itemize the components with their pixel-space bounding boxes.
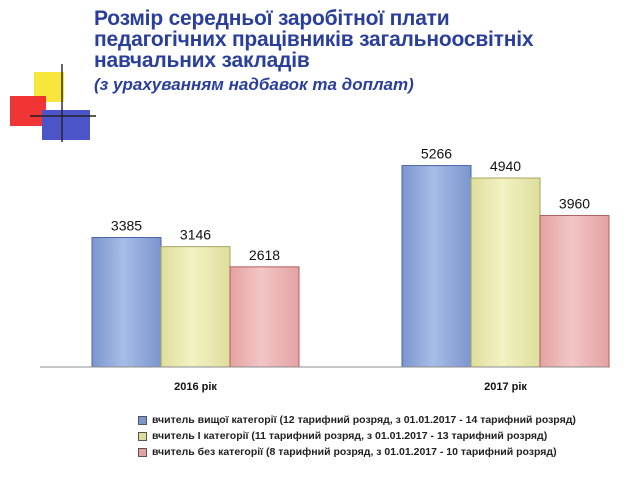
x-tick-label: 2017 рік: [484, 381, 527, 393]
legend-swatch-red: [138, 447, 147, 457]
data-label: 3385: [111, 218, 142, 234]
legend-label: вчитель І категорії (11 тарифний розряд,…: [152, 430, 548, 442]
x-tick-label: 2016 рік: [174, 381, 217, 393]
title-line-3: навчальних закладів: [94, 49, 310, 72]
legend-item: вчитель вищої категорії (12 тарифний роз…: [138, 412, 576, 428]
data-label: 2618: [249, 247, 280, 263]
decorative-squares: [10, 64, 96, 142]
legend: вчитель вищої категорії (12 тарифний роз…: [138, 412, 576, 460]
title-line-1: Розмір середньої заробітної плати: [94, 7, 450, 30]
legend-label: вчитель без категорії (8 тарифний розряд…: [152, 446, 557, 458]
title-line-2: педагогічних працівників загальноосвітні…: [94, 28, 534, 51]
bar-1-series-1: [91, 237, 162, 368]
bar-1-series-2: [160, 246, 231, 368]
chart-subtitle: (з урахуванням надбавок та доплат): [94, 75, 414, 94]
bar-2-series-1: [401, 165, 472, 368]
chart-title: Розмір середньої заробітної плати педаго…: [94, 8, 634, 71]
data-label: 4940: [490, 158, 521, 174]
legend-label: вчитель вищої категорії (12 тарифний роз…: [152, 414, 576, 426]
legend-swatch-blue: [138, 415, 147, 425]
legend-swatch-yellow: [138, 431, 147, 441]
legend-item: вчитель І категорії (11 тарифний розряд,…: [138, 428, 576, 444]
bar-2-series-3: [539, 215, 610, 368]
bar-1-series-3: [229, 266, 300, 368]
data-label: 3960: [559, 196, 590, 212]
data-label: 5266: [421, 146, 452, 162]
legend-item: вчитель без категорії (8 тарифний розряд…: [138, 444, 576, 460]
bar-2-series-2: [470, 177, 541, 368]
data-label: 3146: [180, 227, 211, 243]
